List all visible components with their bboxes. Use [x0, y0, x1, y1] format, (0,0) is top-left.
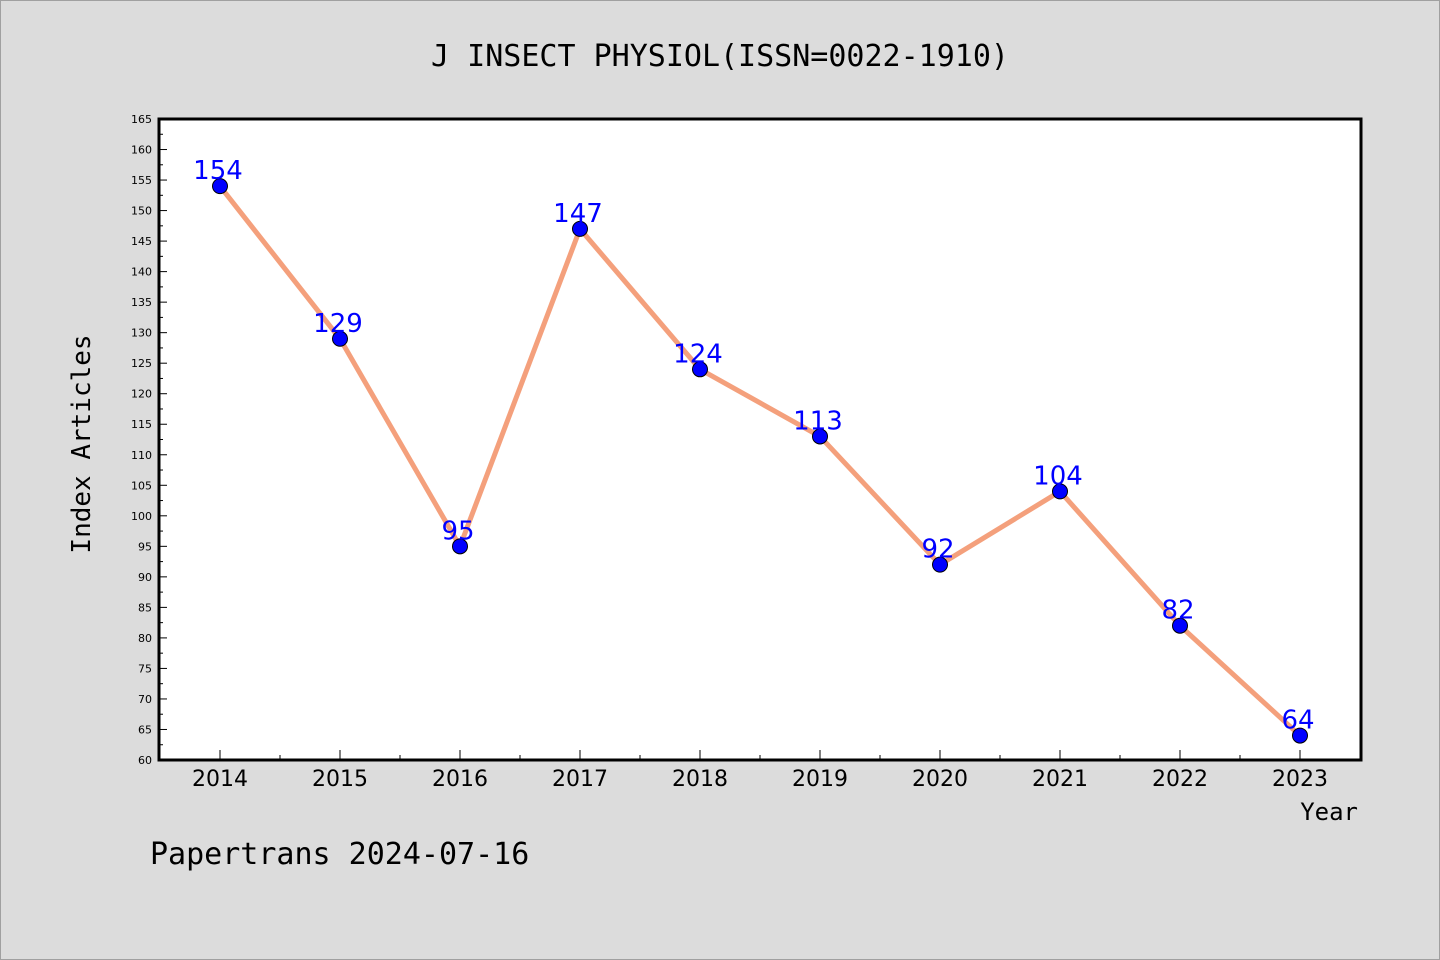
x-tick-label: 2015	[312, 767, 368, 792]
data-point	[812, 428, 828, 445]
y-tick-label: 115	[131, 418, 152, 431]
y-tick-label: 160	[131, 144, 152, 157]
y-axis-ticks: 60 65 70 75 80 85 90 95 100 105 110 115 120 125 130 135…	[131, 113, 167, 767]
data-point	[1172, 617, 1188, 634]
x-tick-label: 2014	[192, 767, 248, 792]
x-axis-ticks: 2014 2015 2016 2017 2018 2019 2020 2021 2022 2023	[159, 750, 1361, 792]
y-tick-label: 60	[138, 754, 152, 767]
series-line	[218, 184, 1302, 738]
plot-area	[157, 117, 1363, 762]
y-tick-label: 110	[131, 449, 152, 462]
data-point	[212, 178, 228, 195]
y-tick-label: 155	[131, 174, 152, 187]
y-tick-label: 90	[138, 571, 152, 584]
y-tick-label: 80	[138, 632, 152, 645]
y-tick-label: 150	[131, 205, 152, 218]
y-tick-label: 75	[138, 662, 152, 675]
x-tick-label: 2020	[912, 767, 968, 792]
y-tick-label: 165	[131, 113, 152, 126]
data-label: 124	[673, 339, 723, 369]
x-tick-label: 2017	[552, 767, 608, 792]
y-tick-label: 85	[138, 601, 152, 614]
y-tick-label: 125	[131, 357, 152, 370]
data-label: 113	[793, 406, 843, 436]
y-axis-label: Index Articles	[67, 334, 97, 553]
y-tick-label: 105	[131, 479, 152, 492]
x-tick-label: 2019	[792, 767, 848, 792]
y-tick-label: 65	[138, 723, 152, 736]
y-tick-label: 130	[131, 327, 152, 340]
data-label: 64	[1281, 706, 1314, 736]
x-tick-label: 2016	[432, 767, 488, 792]
y-tick-label: 95	[138, 540, 152, 553]
x-tick-label: 2022	[1152, 767, 1208, 792]
x-tick-label: 2021	[1032, 767, 1088, 792]
data-label: 92	[921, 535, 954, 565]
data-point	[572, 220, 588, 237]
chart-title: J INSECT PHYSIOL(ISSN=0022-1910)	[431, 39, 1009, 74]
data-label: 104	[1033, 461, 1083, 491]
data-label: 95	[441, 516, 474, 546]
data-label: 154	[193, 156, 243, 186]
y-tick-label: 140	[131, 266, 152, 279]
series-layer: 154 129 95 147 124 113 92 104 82 64	[193, 156, 1315, 744]
data-point	[692, 361, 708, 378]
y-tick-label: 135	[131, 296, 152, 309]
y-tick-label: 145	[131, 235, 152, 248]
data-point	[932, 556, 948, 573]
y-tick-label: 70	[138, 693, 152, 706]
data-label: 147	[553, 199, 603, 229]
y-tick-label: 100	[131, 510, 152, 523]
x-tick-label: 2023	[1272, 767, 1328, 792]
data-point	[332, 330, 348, 347]
data-point	[452, 538, 468, 555]
data-label: 82	[1161, 596, 1194, 626]
footer-credit: Papertrans 2024-07-16	[150, 837, 529, 872]
x-axis-label: Year	[1300, 798, 1358, 826]
data-point	[1052, 483, 1068, 500]
x-tick-label: 2018	[672, 767, 728, 792]
data-label: 129	[313, 309, 363, 339]
y-tick-label: 120	[131, 388, 152, 401]
data-point	[1292, 727, 1308, 744]
